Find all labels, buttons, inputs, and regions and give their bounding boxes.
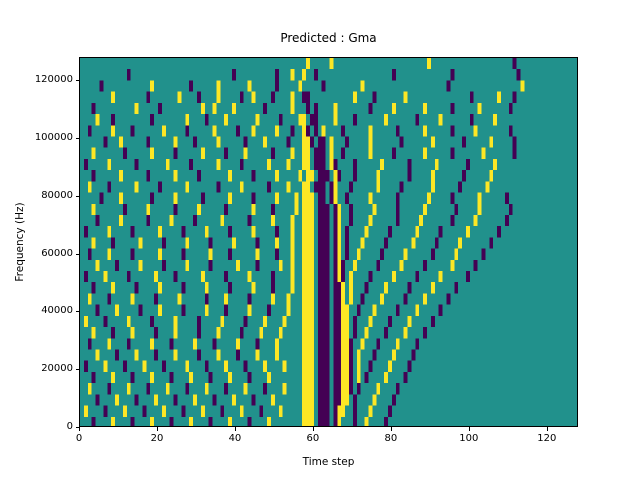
x-tick-mark: [235, 427, 236, 431]
x-tick-label: 0: [75, 433, 83, 444]
x-tick-mark: [79, 427, 80, 431]
chart-title: Predicted : Gma: [280, 31, 377, 45]
x-tick-label: 100: [459, 433, 479, 444]
x-tick-mark: [391, 427, 392, 431]
x-tick-mark: [313, 427, 314, 431]
x-tick-mark: [469, 427, 470, 431]
y-axis-label: Frequency (Hz): [14, 202, 26, 282]
x-tick-label: 40: [228, 433, 242, 444]
x-tick-mark: [547, 427, 548, 431]
y-tick-mark: [75, 427, 79, 428]
heatmap-image: [80, 58, 577, 426]
x-tick-label: 60: [306, 433, 320, 444]
x-tick-mark: [157, 427, 158, 431]
x-tick-label: 20: [150, 433, 164, 444]
x-axis-label: Time step: [302, 456, 355, 468]
x-tick-label: 80: [384, 433, 398, 444]
x-tick-label: 120: [537, 433, 557, 444]
heatmap-axes: [79, 57, 578, 427]
